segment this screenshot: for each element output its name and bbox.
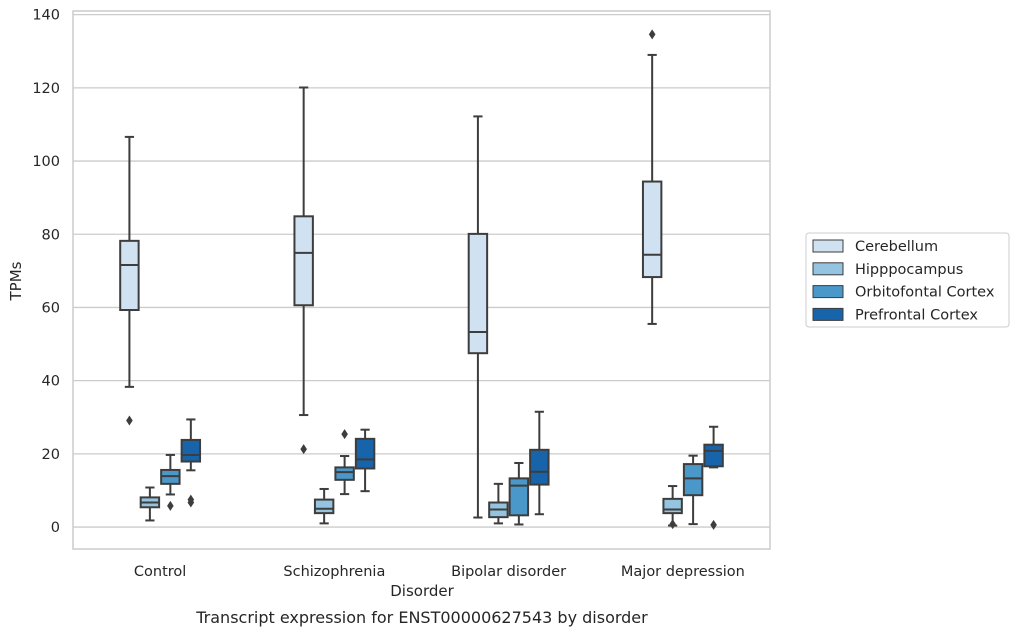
- legend-frame: [805, 232, 1010, 328]
- box-1-0: [293, 86, 314, 455]
- box-iqr: [180, 438, 202, 463]
- box-iqr: [662, 497, 683, 515]
- box-0-1: [139, 486, 161, 522]
- outlier-point: [187, 494, 195, 505]
- box-1-1: [313, 487, 335, 525]
- box-2-2: [508, 461, 530, 526]
- box-iqr: [641, 180, 663, 279]
- box-2-0: [467, 115, 489, 519]
- box-iqr: [529, 448, 550, 486]
- legend-swatch: [812, 239, 844, 253]
- box-iqr: [508, 477, 530, 517]
- y-tick-label: 120: [32, 81, 60, 97]
- outlier-point: [300, 444, 307, 455]
- y-tick-label: 80: [42, 227, 60, 243]
- plot-area-frame: [72, 10, 771, 550]
- box-3-2: [682, 454, 704, 526]
- box-iqr: [313, 498, 335, 515]
- legend-label: Cerebellum: [855, 239, 938, 255]
- outlier-point: [341, 429, 348, 440]
- y-tick-labels: 0 20 40 60 80 100 120 140: [32, 8, 60, 536]
- box-2-3: [529, 410, 550, 516]
- legend-label: Prefrontal Cortex: [855, 307, 978, 323]
- box-iqr: [293, 215, 314, 307]
- legend-swatch: [812, 307, 844, 321]
- box-3-1: [662, 485, 683, 530]
- chart-caption: Transcript expression for ENST0000062754…: [195, 608, 648, 627]
- legend-swatch: [812, 262, 844, 276]
- box-0-3: [180, 418, 202, 508]
- box-iqr: [467, 232, 489, 355]
- x-tick-label: Control: [134, 564, 186, 580]
- y-tick-label: 60: [42, 300, 60, 316]
- outlier-point: [669, 519, 676, 530]
- x-tick-label: Bipolar disorder: [451, 564, 566, 580]
- x-tick-label: Schizophrenia: [283, 564, 385, 580]
- y-axis-label: TPMs: [7, 261, 25, 301]
- box-0-2: [160, 453, 181, 511]
- y-tick-label: 0: [51, 520, 60, 536]
- box-iqr: [119, 239, 140, 312]
- box-iqr: [334, 466, 355, 481]
- y-tick-label: 20: [42, 447, 60, 463]
- legend-swatch: [812, 285, 844, 299]
- y-tick-label: 40: [42, 374, 60, 390]
- boxes: [119, 29, 724, 530]
- box-3-3: [703, 425, 724, 530]
- legend-label: Hipppocampus: [855, 262, 963, 278]
- y-tick-label: 100: [32, 154, 60, 170]
- x-tick-labels: Control Schizophrenia Bipolar disorder Majo…: [134, 564, 745, 580]
- box-3-0: [641, 29, 663, 325]
- outlier-point: [648, 29, 656, 40]
- box-1-3: [354, 428, 376, 493]
- x-tick-label: Major depression: [621, 564, 745, 580]
- box-iqr: [682, 463, 704, 497]
- box-1-2: [334, 429, 355, 496]
- legend: Cerebellum Hipppocampus Orbitofontal Corte…: [805, 232, 1010, 328]
- outlier-point: [167, 500, 174, 511]
- outlier-point: [710, 519, 717, 530]
- y-tick-label: 140: [32, 8, 60, 24]
- box-iqr: [354, 437, 376, 470]
- x-axis-label: Disorder: [390, 582, 454, 600]
- outlier-point: [126, 415, 133, 426]
- legend-label: Orbitofontal Cortex: [855, 285, 995, 301]
- box-0-0: [119, 135, 140, 426]
- box-2-1: [488, 482, 509, 525]
- box-iqr: [703, 443, 724, 468]
